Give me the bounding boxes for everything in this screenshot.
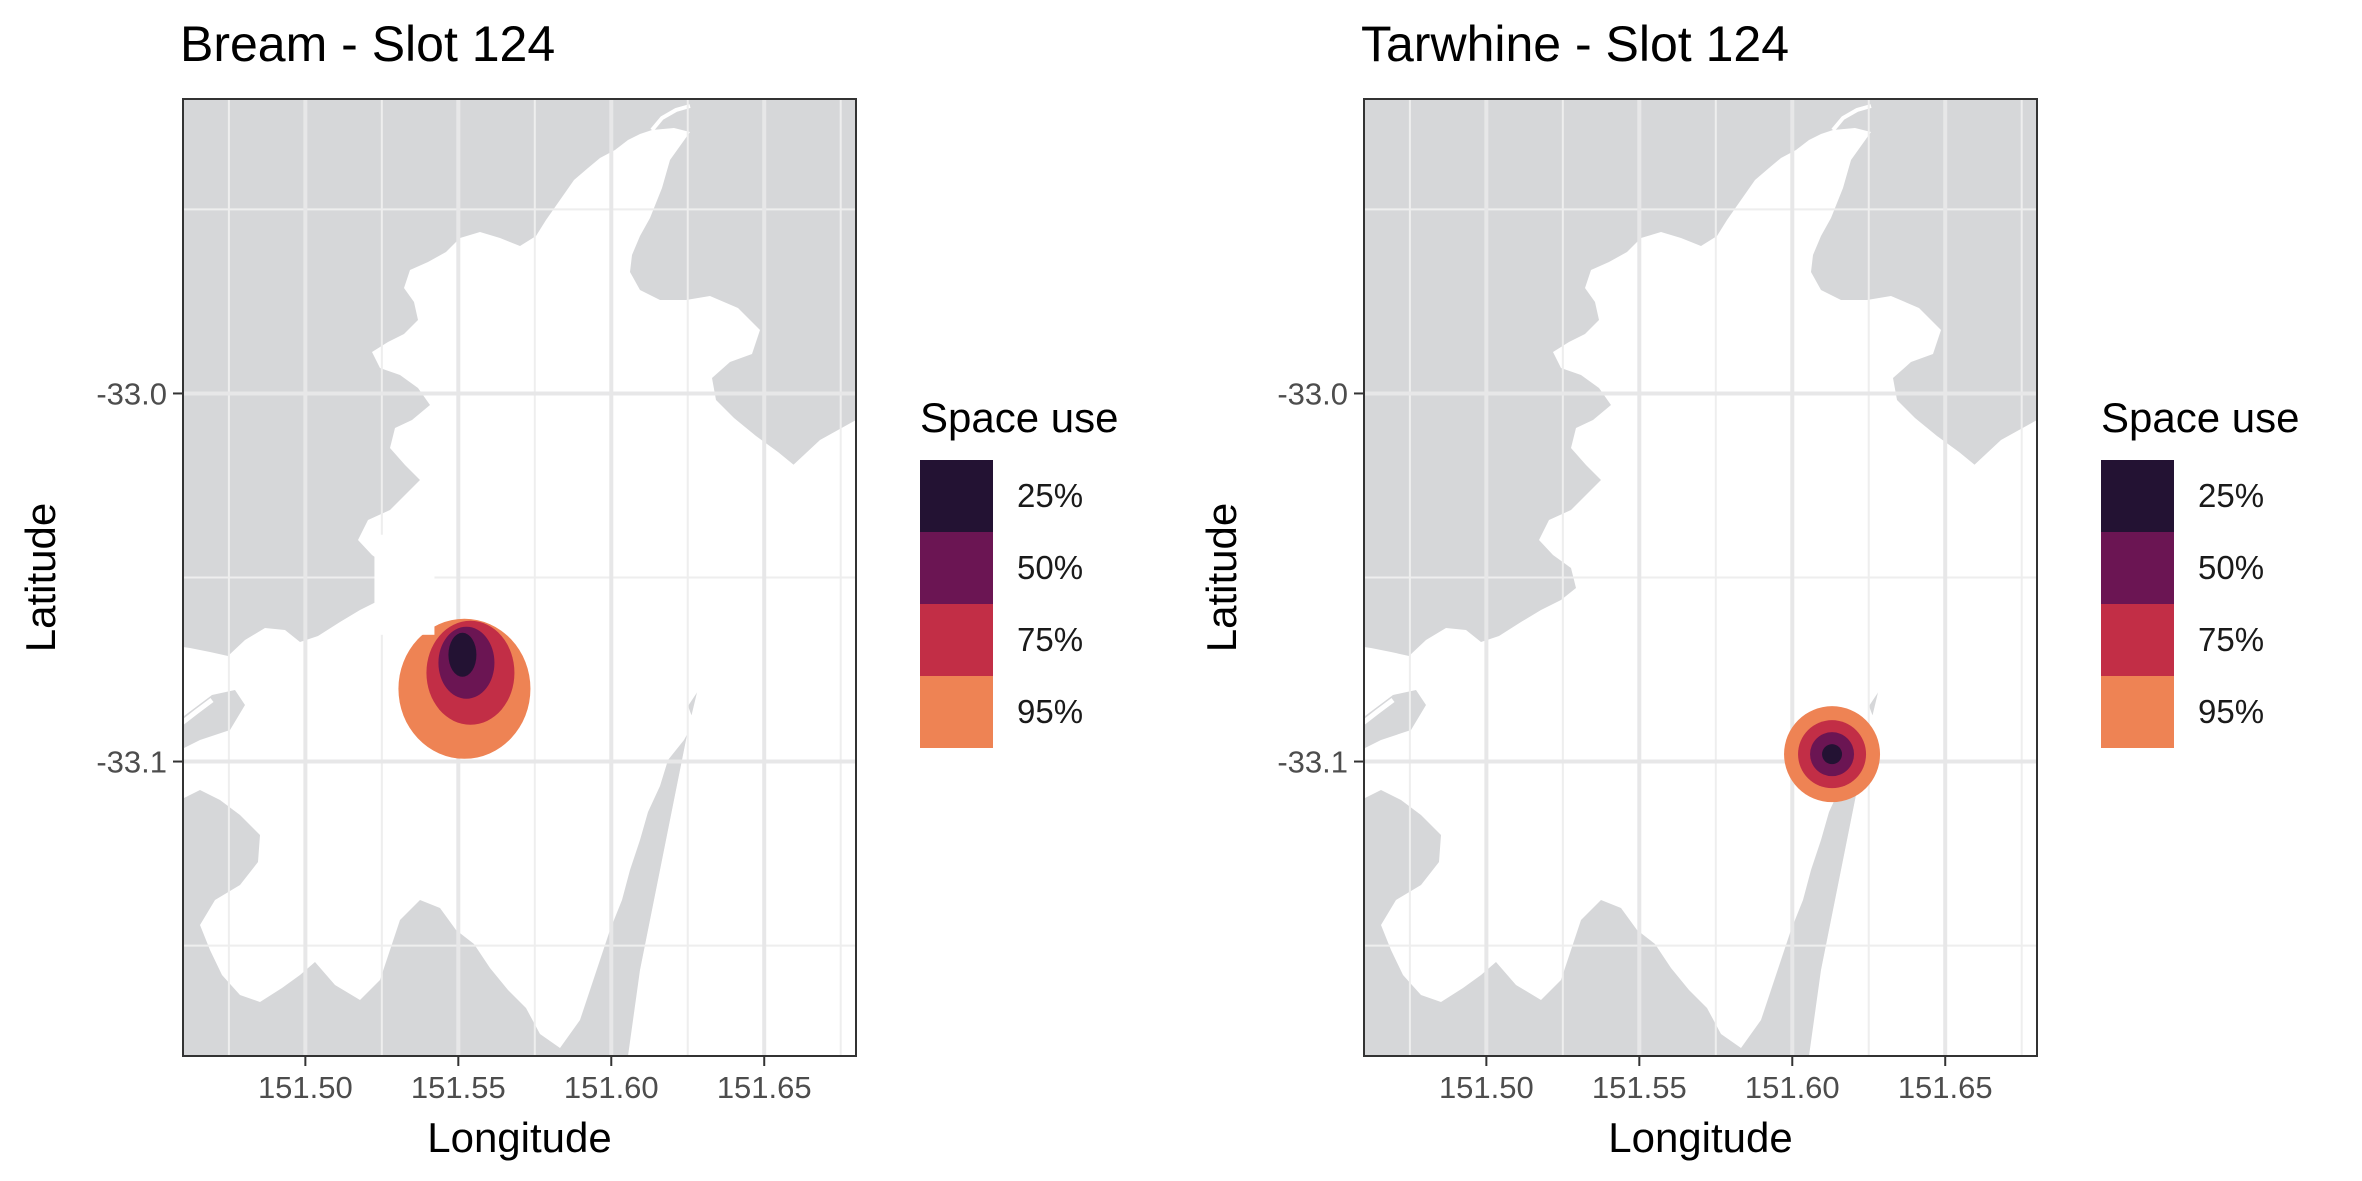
y-tick-label: -33.0 xyxy=(1277,376,1348,411)
legend-label: 25% xyxy=(2198,477,2265,514)
bream-panel: Bream - Slot 124 151.50 151.55 151.60 151.6… xyxy=(17,16,1118,1161)
legend-label: 75% xyxy=(1017,621,1084,658)
legend-swatch-50 xyxy=(2101,532,2174,604)
x-tick-label: 151.60 xyxy=(1745,1070,1840,1105)
legend-label: 50% xyxy=(2198,549,2265,586)
legend-item: 95% xyxy=(920,676,1118,748)
estuary-water xyxy=(183,128,800,1048)
legend-label: 50% xyxy=(1017,549,1084,586)
x-tick-label: 151.55 xyxy=(411,1070,506,1105)
space-use-contour-25 xyxy=(1822,744,1843,765)
legend-label: 25% xyxy=(1017,477,1084,514)
creek-line xyxy=(1364,698,1395,726)
legend-swatch-75 xyxy=(920,604,993,676)
ocean-water xyxy=(1809,420,2037,1056)
y-axis-label: Latitude xyxy=(1198,503,1245,652)
x-axis-label: Longitude xyxy=(427,1114,612,1161)
legend-swatch-75 xyxy=(2101,604,2174,676)
tarwhine-panel: Tarwhine - Slot 124 151.50 151.55 151.60 15… xyxy=(1181,0,2362,1181)
legend-item: 75% xyxy=(920,604,1118,676)
legend-label: 95% xyxy=(1017,693,1084,730)
plot-frame xyxy=(1363,98,2038,1057)
panel-title: Bream - Slot 124 xyxy=(180,16,556,72)
legend-swatch-95 xyxy=(2101,676,2174,748)
y-tick-label: -33.1 xyxy=(96,745,167,780)
panel-title: Tarwhine - Slot 124 xyxy=(1361,16,1790,72)
legend-item: 25% xyxy=(920,460,1118,532)
legend-label: 75% xyxy=(2198,621,2265,658)
x-tick-label: 151.65 xyxy=(1898,1070,1993,1105)
space-use-map: 151.50 151.55 151.60 151.65 -33.0 -33.1 Longit… xyxy=(17,98,857,1161)
legend-label: 95% xyxy=(2198,693,2265,730)
space-use-contour-25 xyxy=(448,632,477,677)
y-tick-label: -33.0 xyxy=(96,376,167,411)
x-tick-label: 151.55 xyxy=(1592,1070,1687,1105)
legend-item: 95% xyxy=(2101,676,2299,748)
legend-swatch-25 xyxy=(2101,460,2174,532)
legend-swatch-25 xyxy=(920,460,993,532)
legend-item: 25% xyxy=(2101,460,2299,532)
y-axis-label: Latitude xyxy=(17,503,64,652)
x-tick-label: 151.50 xyxy=(258,1070,353,1105)
legend: Space use 25% 50% 75% 95% xyxy=(2101,392,2299,748)
x-tick-label: 151.60 xyxy=(564,1070,659,1105)
ocean-water xyxy=(628,420,856,1056)
crescent-cutout xyxy=(374,534,435,635)
x-axis-label: Longitude xyxy=(1608,1114,1793,1161)
space-use-map: 151.50 151.55 151.60 151.65 -33.0 -33.1 Longit… xyxy=(1198,98,2038,1161)
estuary-water xyxy=(1364,128,1981,1048)
creek-line xyxy=(183,698,214,726)
x-tick-label: 151.50 xyxy=(1439,1070,1534,1105)
legend-swatch-95 xyxy=(920,676,993,748)
legend-item: 50% xyxy=(2101,532,2299,604)
y-tick-label: -33.1 xyxy=(1277,745,1348,780)
legend-title: Space use xyxy=(2101,394,2300,441)
legend: Space use 25% 50% 75% 95% xyxy=(920,392,1118,748)
plot-frame xyxy=(182,98,857,1057)
x-tick-label: 151.65 xyxy=(717,1070,812,1105)
legend-title: Space use xyxy=(920,394,1119,441)
legend-swatch-50 xyxy=(920,532,993,604)
legend-item: 75% xyxy=(2101,604,2299,676)
legend-item: 50% xyxy=(920,532,1118,604)
creek-line xyxy=(650,104,691,132)
creek-line xyxy=(1831,104,1872,132)
